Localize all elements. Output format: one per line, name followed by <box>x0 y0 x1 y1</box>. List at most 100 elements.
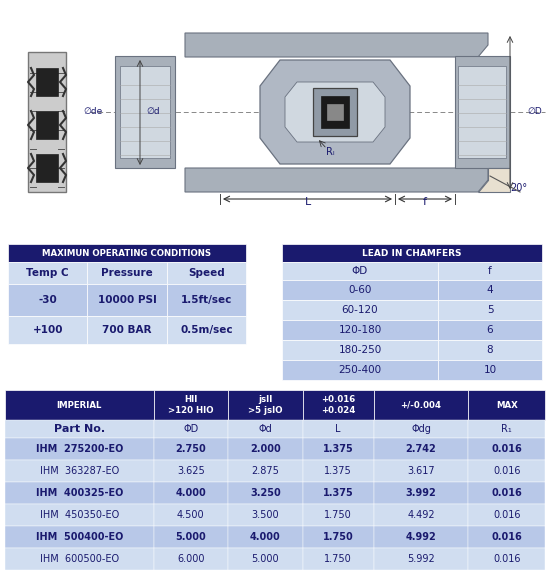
Text: ΦD: ΦD <box>352 266 368 276</box>
Text: Part No.: Part No. <box>54 424 105 434</box>
Text: 3.617: 3.617 <box>407 466 435 476</box>
Text: Speed: Speed <box>188 268 225 278</box>
Bar <box>302 482 374 504</box>
Text: 5.000: 5.000 <box>175 532 206 542</box>
Bar <box>302 548 374 570</box>
Text: 4.992: 4.992 <box>406 532 437 542</box>
Text: 20°: 20° <box>510 183 527 193</box>
Bar <box>313 88 357 136</box>
Bar <box>282 262 438 280</box>
Bar <box>5 420 153 438</box>
Text: 0.016: 0.016 <box>491 444 522 454</box>
Text: Φd: Φd <box>258 424 272 434</box>
Text: IHM  400325-EO: IHM 400325-EO <box>36 488 123 498</box>
Text: L: L <box>336 424 341 434</box>
Text: ∅D: ∅D <box>527 107 542 117</box>
Polygon shape <box>285 82 385 142</box>
Text: 0-60: 0-60 <box>348 285 372 295</box>
Text: 1.375: 1.375 <box>323 488 354 498</box>
Bar <box>228 548 302 570</box>
Text: 250-400: 250-400 <box>338 365 382 375</box>
Text: 2.750: 2.750 <box>175 444 206 454</box>
Text: 4.000: 4.000 <box>175 488 206 498</box>
Bar <box>228 504 302 526</box>
Bar <box>8 262 87 284</box>
Bar <box>374 548 468 570</box>
Bar <box>36 111 58 139</box>
Bar <box>5 548 153 570</box>
Bar <box>153 438 228 460</box>
Bar <box>468 482 545 504</box>
Text: 0.016: 0.016 <box>491 532 522 542</box>
Polygon shape <box>260 60 410 164</box>
Bar <box>282 340 438 360</box>
Text: -30: -30 <box>39 295 57 305</box>
Text: 4: 4 <box>487 285 493 295</box>
Text: HII
>120 HIO: HII >120 HIO <box>168 395 213 415</box>
Text: +100: +100 <box>32 325 63 335</box>
Bar <box>468 548 545 570</box>
Text: 0.016: 0.016 <box>493 466 520 476</box>
Bar <box>374 390 468 420</box>
Bar <box>438 262 542 280</box>
Text: 10: 10 <box>483 365 497 375</box>
Bar <box>468 526 545 548</box>
Bar <box>87 262 167 284</box>
Text: Temp C: Temp C <box>26 268 69 278</box>
Bar <box>228 438 302 460</box>
Bar <box>282 320 438 340</box>
Text: 3.500: 3.500 <box>251 510 279 520</box>
Text: L: L <box>305 197 311 207</box>
Bar <box>5 526 153 548</box>
Text: 2.742: 2.742 <box>406 444 437 454</box>
Text: 2.000: 2.000 <box>250 444 280 454</box>
Bar <box>282 360 438 380</box>
Bar <box>120 66 170 158</box>
Bar <box>374 460 468 482</box>
Bar <box>228 420 302 438</box>
Bar <box>0 0 550 220</box>
Bar <box>374 482 468 504</box>
Bar <box>282 244 542 262</box>
Text: jsII
>5 jsIO: jsII >5 jsIO <box>248 395 283 415</box>
Text: IHM  275200-EO: IHM 275200-EO <box>36 444 123 454</box>
Bar <box>282 300 438 320</box>
Text: 8: 8 <box>487 345 493 355</box>
Bar <box>302 526 374 548</box>
Text: 3.250: 3.250 <box>250 488 280 498</box>
Text: f: f <box>488 266 492 276</box>
Text: ∅de: ∅de <box>84 107 103 117</box>
Polygon shape <box>185 33 488 57</box>
Text: IHM  500400-EO: IHM 500400-EO <box>36 532 123 542</box>
Bar <box>228 390 302 420</box>
Bar <box>282 280 438 300</box>
Text: 5: 5 <box>487 305 493 315</box>
Bar <box>374 504 468 526</box>
Bar <box>153 390 228 420</box>
Bar <box>5 390 153 420</box>
Text: 180-250: 180-250 <box>338 345 382 355</box>
Text: IHM  363287-EO: IHM 363287-EO <box>40 466 119 476</box>
Text: +0.016
+0.024: +0.016 +0.024 <box>321 395 355 415</box>
Bar <box>438 300 542 320</box>
Text: 10000 PSI: 10000 PSI <box>97 295 156 305</box>
Bar <box>438 320 542 340</box>
Text: 1.750: 1.750 <box>324 554 352 564</box>
Text: 1.750: 1.750 <box>323 532 354 542</box>
Bar <box>438 340 542 360</box>
Text: 0.5m/sec: 0.5m/sec <box>180 325 233 335</box>
Bar <box>374 526 468 548</box>
Text: MAXIMUN OPERATING CONDITIONS: MAXIMUN OPERATING CONDITIONS <box>42 249 212 257</box>
Text: 3.625: 3.625 <box>177 466 205 476</box>
Bar <box>153 460 228 482</box>
Text: 1.375: 1.375 <box>323 444 354 454</box>
Bar <box>302 438 374 460</box>
Bar <box>153 548 228 570</box>
Text: 0.016: 0.016 <box>493 554 520 564</box>
Text: 1.375: 1.375 <box>324 466 352 476</box>
Bar <box>374 420 468 438</box>
Bar <box>87 316 167 344</box>
Text: +/-0.004: +/-0.004 <box>400 400 442 410</box>
Bar <box>458 66 506 158</box>
Bar <box>321 96 349 128</box>
